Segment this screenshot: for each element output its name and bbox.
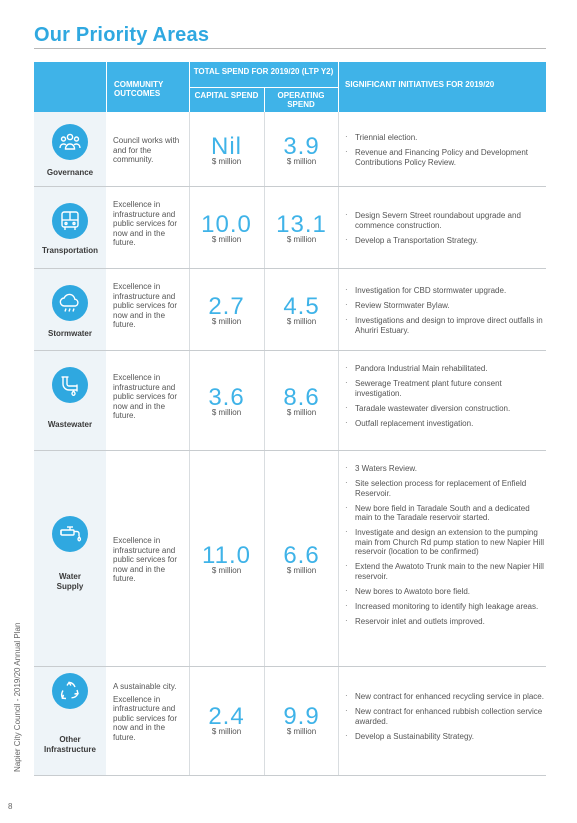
initiative-item: Revenue and Financing Policy and Develop… [345,147,545,167]
initiative-item: Investigate and design an extension to t… [345,527,545,557]
header-significant-initiatives: SIGNIFICANT INITIATIVES FOR 2019/20 [338,62,546,112]
header-divider [264,87,265,112]
capital-spend-unit: $ million [211,566,242,575]
header-divider [189,87,338,88]
initiative-item: Reservoir inlet and outlets improved. [345,616,545,627]
capital-spend-value: 2.4 [208,703,245,730]
initiative-item: Sewerage Treatment plant future consent … [345,378,545,398]
capital-spend-value: 3.6 [208,384,245,411]
area-name-line: Infrastructure [43,745,96,754]
initiative-item: Extend the Awatoto Trunk main to the new… [345,561,545,581]
area-name-line: Supply [56,582,84,591]
side-running-text: Napier City Council - 2019/20 Annual Pla… [13,622,22,772]
water-tap-icon [52,516,88,552]
capital-spend-unit: $ million [211,727,242,736]
initiative-item: Review Stormwater Bylaw. [345,300,545,311]
initiative-item: Investigation for CBD stormwater upgrade… [345,285,545,296]
initiatives-list: New contract for enhanced recycling serv… [345,691,545,747]
header-divider [106,62,107,112]
column-divider [189,112,190,775]
capital-spend-value: Nil [211,133,242,160]
initiative-item: Increased monitoring to identify high le… [345,601,545,612]
capital-spend-value: 10.0 [201,211,252,238]
header-blank-cell [34,62,106,112]
operating-spend-value: 4.5 [283,293,320,320]
initiative-item: Pandora Industrial Main rehabilitated. [345,363,545,374]
area-name-line: Water [59,572,81,581]
header-total-spend: TOTAL SPEND FOR 2019/20 (LTP Y2) [189,62,338,87]
recycle-icon [52,673,88,709]
initiative-item: Design Severn Street roundabout upgrade … [345,210,545,230]
initiative-item: Site selection process for replacement o… [345,478,545,498]
pipe-icon [52,367,88,403]
initiative-item: 3 Waters Review. [345,463,545,474]
community-outcome: A sustainable city. Excellence in infras… [113,682,178,742]
capital-spend-unit: $ million [211,157,242,166]
initiatives-list: Pandora Industrial Main rehabilitated. S… [345,363,545,434]
page-title: Our Priority Areas [34,24,210,46]
area-name-wastewater: Wastewater [47,420,93,429]
row-divider [34,350,546,351]
area-name-water-supply: Water Supply [34,572,106,592]
capital-spend-unit: $ million [211,317,242,326]
community-outcome: Excellence in infrastructure and public … [113,373,178,421]
initiative-item: Develop a Sustainability Strategy. [345,731,545,742]
row-divider [34,775,546,776]
row-divider [34,186,546,187]
initiative-item: New bores to Awatoto bore field. [345,586,545,597]
row-divider [34,450,546,451]
operating-spend-unit: $ million [286,408,317,417]
operating-spend-unit: $ million [286,235,317,244]
initiative-item: Outfall replacement investigation. [345,418,545,429]
initiative-item: Triennial election. [345,132,545,143]
bus-icon [52,203,88,239]
rain-cloud-icon [52,285,88,321]
operating-spend-value: 3.9 [283,133,320,160]
column-divider [338,112,339,775]
title-divider [34,48,546,49]
operating-spend-value: 9.9 [283,703,320,730]
area-name-governance: Governance [46,168,94,177]
operating-spend-value: 6.6 [283,542,320,569]
initiatives-list: Investigation for CBD stormwater upgrade… [345,285,545,341]
initiative-item: Investigations and design to improve dir… [345,315,545,335]
capital-spend-unit: $ million [211,235,242,244]
column-divider [264,112,265,775]
operating-spend-unit: $ million [286,317,317,326]
operating-spend-value: 13.1 [276,211,327,238]
operating-spend-unit: $ million [286,727,317,736]
initiatives-list: Design Severn Street roundabout upgrade … [345,210,545,251]
initiative-item: Develop a Transportation Strategy. [345,235,545,246]
initiative-item: New contract for enhanced rubbish collec… [345,706,545,726]
header-divider [338,62,339,112]
initiative-item: New bore field in Taradale South and a d… [345,503,545,523]
people-group-icon [52,124,88,160]
initiative-item: Taradale wastewater diversion constructi… [345,403,545,414]
operating-spend-unit: $ million [286,566,317,575]
row-divider [34,268,546,269]
area-name-transportation: Transportation [41,246,98,255]
area-name-stormwater: Stormwater [47,329,92,338]
page-number: 8 [8,802,13,811]
community-outcome: Excellence in infrastructure and public … [113,200,178,248]
community-outcome: Excellence in infrastructure and public … [113,536,178,584]
initiatives-list: Triennial election. Revenue and Financin… [345,132,545,173]
area-name-other-infrastructure: Other Infrastructure [34,735,106,755]
row-divider [34,666,546,667]
initiatives-list: 3 Waters Review. Site selection process … [345,463,545,632]
header-community-outcomes: COMMUNITY OUTCOMES [106,62,189,112]
capital-spend-unit: $ million [211,408,242,417]
capital-spend-value: 2.7 [208,293,245,320]
header-operating-spend: OPERATING SPEND [264,87,338,112]
header-capital-spend: CAPITAL SPEND [189,87,264,112]
operating-spend-unit: $ million [286,157,317,166]
capital-spend-value: 11.0 [202,542,251,569]
community-outcome: Excellence in infrastructure and public … [113,282,178,330]
community-outcome: Council works with and for the community… [113,136,180,165]
initiative-item: New contract for enhanced recycling serv… [345,691,545,702]
operating-spend-value: 8.6 [283,384,320,411]
area-name-line: Other [59,735,81,744]
